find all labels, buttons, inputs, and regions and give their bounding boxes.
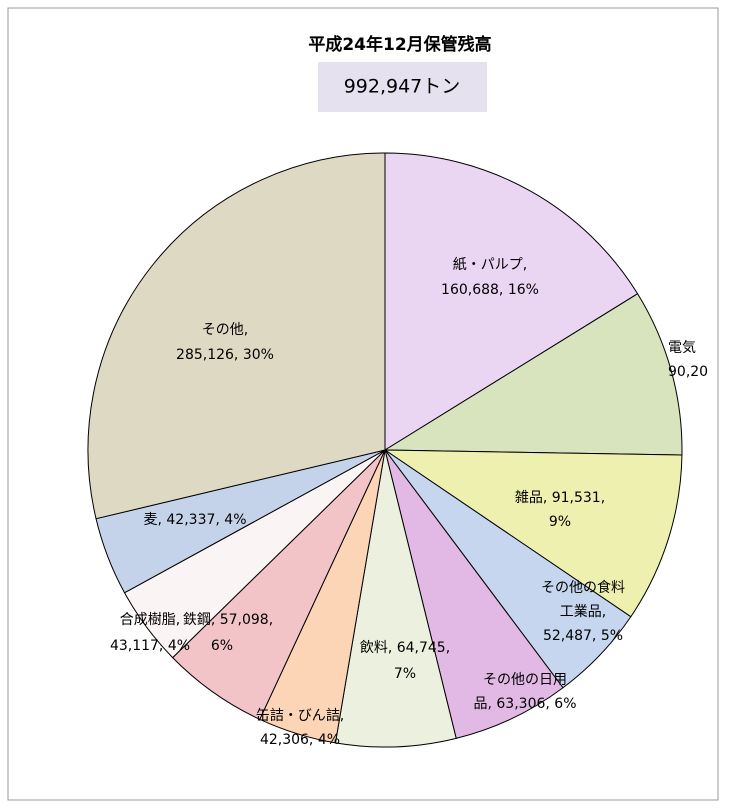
pie-slice: [383, 293, 683, 456]
data-label: 紙・パルプ,: [453, 257, 527, 273]
data-label: 雑品, 91,531,: [515, 490, 605, 506]
data-label: 43,117, 4%: [110, 638, 190, 654]
data-label: 品, 63,306, 6%: [474, 696, 577, 712]
pie-slice: [334, 449, 457, 748]
data-label: 285,126, 30%: [176, 347, 274, 363]
pie: [87, 152, 683, 748]
data-label: 麦, 42,337, 4%: [144, 512, 247, 528]
data-label: 鉄鋼, 57,098,: [183, 612, 273, 628]
data-label: 90,20: [668, 364, 708, 380]
data-label: 工業品,: [560, 604, 606, 620]
chart-title: 平成24年12月保管残高: [308, 34, 491, 55]
data-label: その他,: [202, 322, 248, 338]
data-label: 電気: [668, 340, 696, 356]
data-label: 6%: [211, 638, 233, 654]
data-label: 9%: [549, 514, 571, 530]
pie-slice: [87, 152, 386, 520]
data-label: 160,688, 16%: [441, 282, 539, 298]
data-label: 飲料, 64,745,: [360, 640, 450, 656]
data-label: その他の日用: [483, 672, 567, 688]
data-label: 缶詰・びん詰,: [256, 708, 344, 724]
pie-slice: [384, 152, 639, 451]
pie-slice: [383, 449, 683, 618]
data-label: 合成樹脂,: [120, 612, 180, 628]
data-labels: 紙・パルプ, 160,688, 16% 電気 90,20 雑品, 91,531, 9% その…: [110, 257, 708, 748]
pie-slice: [384, 449, 564, 739]
data-label: 52,487, 5%: [543, 628, 623, 644]
data-label: 42,306, 4%: [260, 732, 340, 748]
data-label: その他の食料: [541, 579, 625, 596]
subtitle-box: [318, 62, 487, 112]
data-label: 7%: [394, 666, 416, 682]
chart-subtitle: 992,947トン: [344, 76, 461, 98]
